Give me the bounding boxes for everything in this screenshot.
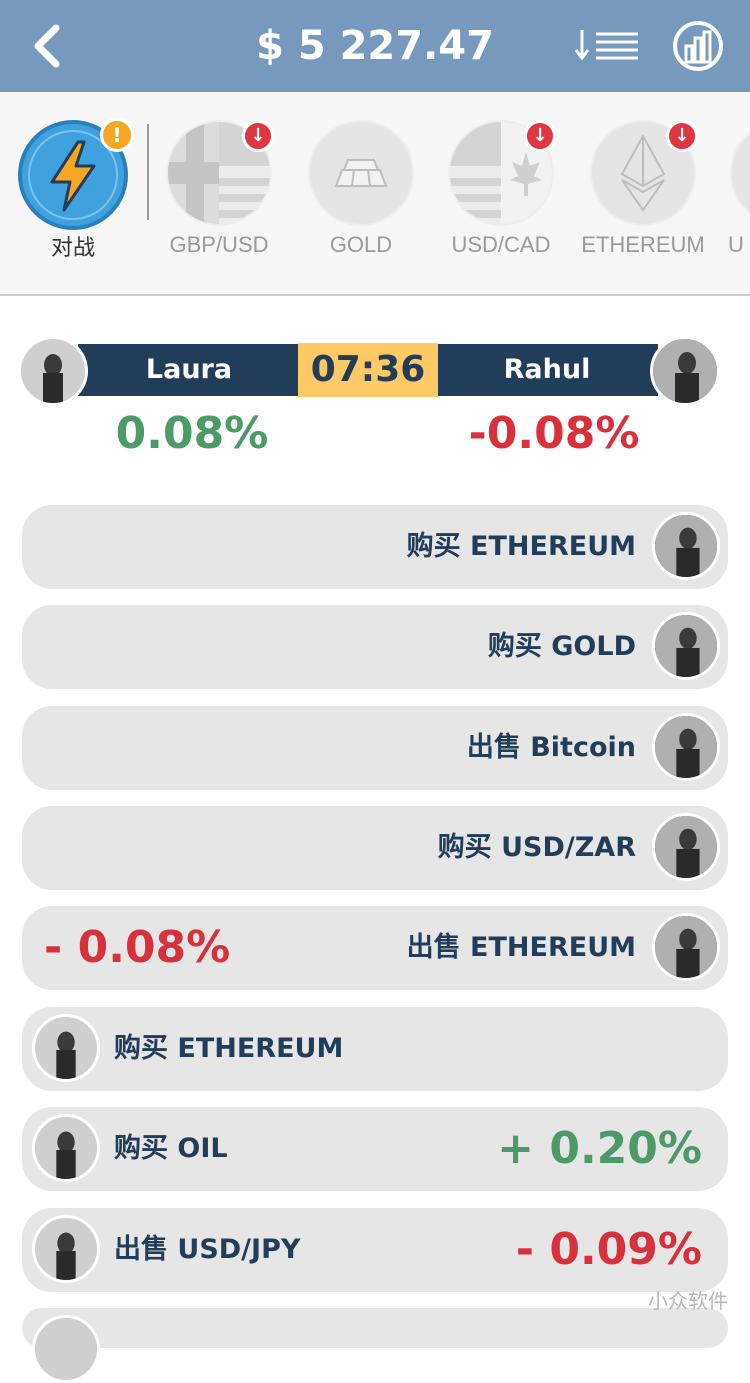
asset-gbp-usd[interactable]: ↓ GBP/USD [164,120,274,280]
left-player-return: 0.08% [92,408,292,459]
left-player-name: Laura [78,344,300,396]
right-player-avatar[interactable] [650,336,720,406]
asset-label: GBP/USD [144,232,294,258]
trade-row[interactable]: 购买 USD/ZAR [22,806,728,890]
left-player-avatar[interactable] [18,336,88,406]
laura-avatar [32,1114,100,1182]
asset-label: U [728,232,744,258]
battle-label: 对战 [18,230,128,262]
gold-bars-icon [308,120,414,226]
laura-avatar [32,1315,100,1383]
sort-list-icon [572,22,644,70]
trade-return: + 0.20% [497,1107,702,1191]
trade-row[interactable]: - 0.08% 出售 ETHEREUM [22,906,728,990]
flag-icon [730,120,750,226]
statistics-button[interactable] [670,18,726,74]
rahul-avatar [652,713,720,781]
trend-down-badge: ↓ [242,120,274,152]
trade-action: 出售 Bitcoin [467,706,636,790]
asset-gold[interactable]: GOLD [306,120,416,280]
rahul-avatar [652,612,720,680]
rahul-avatar [652,512,720,580]
asset-ethereum[interactable]: ↓ ETHEREUM [588,120,698,280]
top-bar: $ 5 227.47 [0,0,750,92]
trade-row[interactable]: 购买 ETHEREUM [22,1007,728,1091]
battle-button[interactable]: ! 对战 [18,120,128,280]
right-player-bar: Rahul [436,344,658,396]
asset-label: USD/CAD [426,232,576,258]
trade-row[interactable]: 购买 ETHEREUM [22,505,728,589]
laura-avatar [32,1215,100,1283]
trade-action: 出售 ETHEREUM [407,906,636,990]
right-player-return: -0.08% [454,408,654,459]
trend-down-badge: ↓ [524,120,556,152]
trade-return: - 0.08% [44,906,230,990]
trade-row-partial[interactable] [22,1308,728,1348]
asset-partial[interactable]: U [728,120,750,280]
watermark-text: 小众软件 [648,1285,728,1314]
duel-timer: 07:36 [298,343,438,397]
trade-row[interactable]: 出售 Bitcoin [22,706,728,790]
trade-row[interactable]: 购买 GOLD [22,605,728,689]
rahul-avatar [652,813,720,881]
trade-action: 购买 ETHEREUM [407,505,636,589]
rahul-avatar [652,913,720,981]
asset-usd-cad[interactable]: ↓ USD/CAD [446,120,556,280]
trade-action: 购买 ETHEREUM [114,1007,343,1091]
trade-action: 购买 OIL [114,1107,228,1191]
bar-chart-icon [670,18,726,74]
trade-row[interactable]: 购买 OIL + 0.20% [22,1107,728,1191]
trade-row[interactable]: 出售 USD/JPY - 0.09% [22,1208,728,1292]
asset-label: ETHEREUM [568,232,718,258]
divider [147,124,149,220]
trade-return: - 0.09% [516,1208,702,1292]
duel-panel: Laura Rahul 07:36 0.08% -0.08% [0,296,750,496]
laura-avatar [32,1014,100,1082]
alert-badge: ! [100,118,134,152]
trade-action: 购买 GOLD [488,605,636,689]
trade-action: 出售 USD/JPY [114,1208,300,1292]
asset-label: GOLD [286,232,436,258]
trade-action: 购买 USD/ZAR [438,806,636,890]
left-player-bar: Laura [78,344,300,396]
right-player-name: Rahul [436,344,658,396]
sort-button[interactable] [572,22,644,70]
trend-down-badge: ↓ [666,120,698,152]
asset-selector: ! 对战 ↓ GBP/USD [0,92,750,296]
